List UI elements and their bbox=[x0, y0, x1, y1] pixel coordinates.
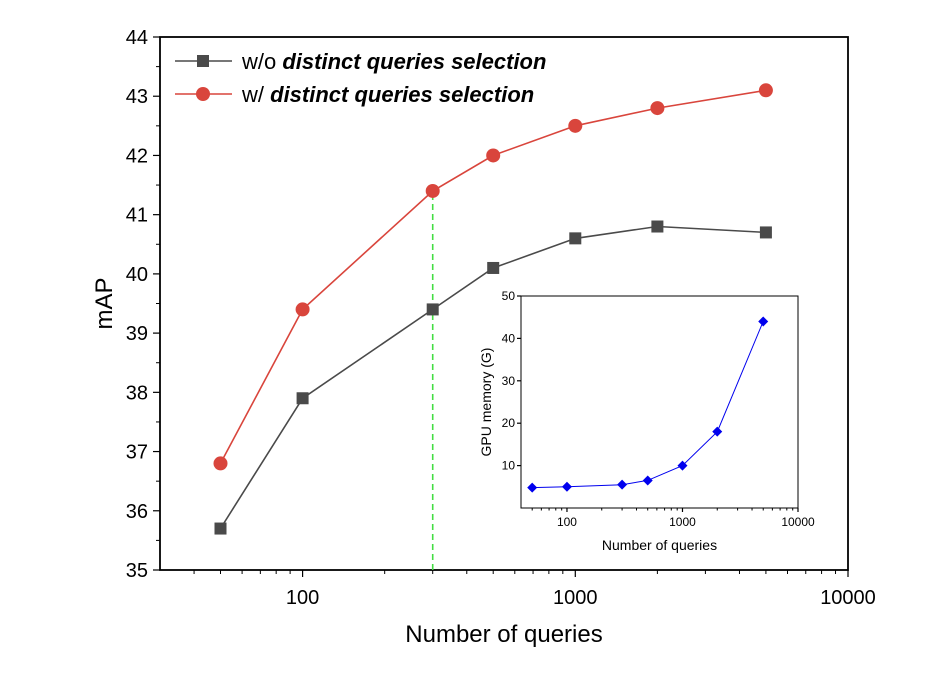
main-series-0-point bbox=[759, 226, 772, 239]
main-series-0-point bbox=[214, 522, 227, 535]
inset-series-0-point bbox=[758, 316, 769, 327]
main-x-tick-label: 1000 bbox=[553, 587, 598, 609]
legend-label-wo-prefix: w/o bbox=[241, 49, 282, 74]
inset-y-axis-label: GPU memory (G) bbox=[478, 348, 494, 457]
main-series-0-point bbox=[651, 220, 664, 233]
main-y-tick-label: 38 bbox=[126, 382, 148, 404]
main-series-0-point bbox=[569, 232, 582, 245]
inset-series-0-point bbox=[677, 460, 688, 471]
inset-x-axis-label: Number of queries bbox=[602, 537, 717, 553]
inset-series-0-line bbox=[532, 321, 764, 489]
main-x-axis-label: Number of queries bbox=[405, 621, 602, 648]
inset-y-tick-label: 50 bbox=[502, 289, 516, 303]
main-y-tick-label: 39 bbox=[126, 323, 148, 345]
legend-label-wo-emphasis: distinct queries selection bbox=[282, 49, 546, 74]
legend-label-w-emphasis: distinct queries selection bbox=[270, 82, 534, 107]
inset-y-tick-label: 30 bbox=[502, 374, 516, 388]
main-series-1-point bbox=[486, 148, 501, 163]
main-y-tick-label: 43 bbox=[126, 86, 148, 108]
main-y-tick-label: 42 bbox=[126, 145, 148, 167]
inset-y-tick-label: 20 bbox=[502, 416, 516, 430]
inset-series-0-point bbox=[617, 479, 628, 490]
main-series-1-point bbox=[568, 118, 583, 133]
main-x-tick-label: 100 bbox=[286, 587, 319, 609]
main-series-0-point bbox=[426, 303, 439, 316]
main-y-tick-label: 35 bbox=[126, 560, 148, 582]
inset-x-tick-label: 10000 bbox=[781, 515, 815, 529]
main-y-tick-label: 37 bbox=[126, 442, 148, 464]
inset-plot-frame bbox=[520, 295, 799, 509]
main-series-0-point bbox=[296, 392, 309, 405]
main-x-tick-label: 10000 bbox=[820, 587, 876, 609]
inset-x-tick-label: 100 bbox=[557, 515, 577, 529]
inset-series-0-point bbox=[712, 426, 723, 437]
main-series-0-point bbox=[487, 261, 500, 274]
inset-series-0-point bbox=[561, 481, 572, 492]
inset-y-tick-label: 10 bbox=[502, 459, 516, 473]
inset-y-tick-label: 40 bbox=[502, 331, 516, 345]
legend-marker-w bbox=[196, 87, 210, 101]
main-y-tick-label: 40 bbox=[126, 264, 148, 286]
main-series-1-point bbox=[295, 302, 310, 317]
inset-plot: 100 1000 10000 10 20 30 40 50 Number of queries G… bbox=[478, 289, 815, 553]
inset-x-tick-label: 1000 bbox=[669, 515, 696, 529]
main-y-tick-label: 36 bbox=[126, 501, 148, 523]
main-series-1-point bbox=[758, 83, 773, 98]
legend-label-w: w/ distinct queries selection bbox=[241, 82, 534, 107]
legend-marker-wo bbox=[197, 55, 209, 67]
inset-series-0-point bbox=[527, 482, 538, 493]
main-y-tick-label: 41 bbox=[126, 205, 148, 227]
inset-series-0-point bbox=[642, 475, 653, 486]
main-plot: 100 1000 10000 35 36 37 38 39 40 41 42 43 44 Number o… bbox=[91, 27, 876, 648]
main-y-axis-label: mAP bbox=[91, 277, 118, 329]
legend-label-w-prefix: w/ bbox=[241, 82, 270, 107]
legend-label-wo: w/o distinct queries selection bbox=[241, 49, 546, 74]
main-y-tick-label: 44 bbox=[126, 27, 148, 49]
legend: w/o distinct queries selection w/ distin… bbox=[175, 49, 546, 107]
main-series-1-point bbox=[213, 456, 228, 471]
main-series-1-point bbox=[650, 101, 665, 116]
main-series-1-point bbox=[425, 183, 440, 198]
main-plot-frame bbox=[159, 36, 849, 571]
